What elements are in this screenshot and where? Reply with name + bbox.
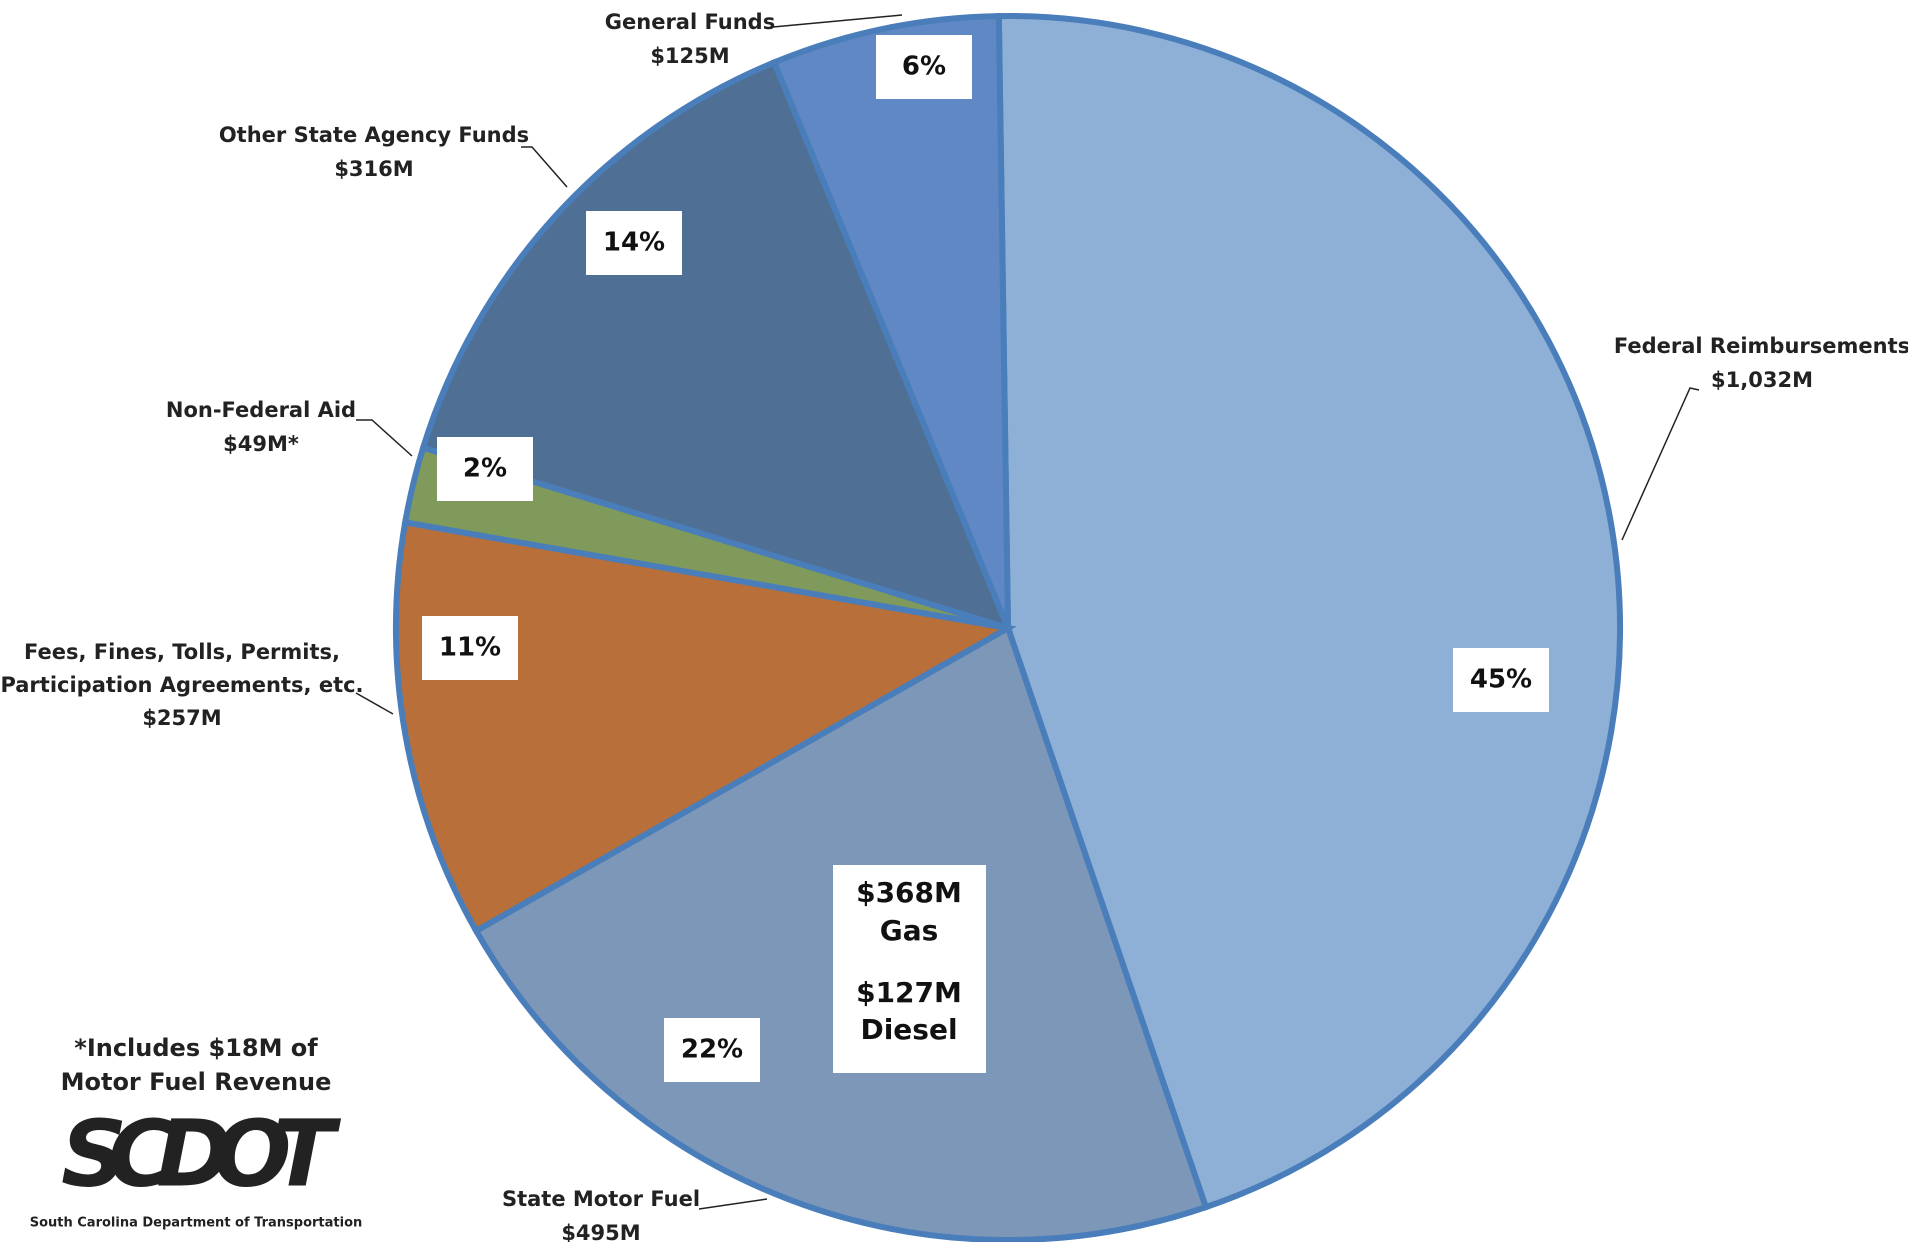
percent-label: 14% xyxy=(603,228,665,258)
category-label: State Motor Fuel xyxy=(502,1187,700,1211)
percent-label: 6% xyxy=(902,52,946,82)
fuel-breakdown: $368M xyxy=(856,876,962,909)
fuel-breakdown: $127M xyxy=(856,976,962,1009)
leader-line xyxy=(355,692,394,715)
percent-box xyxy=(1453,648,1549,712)
category-label: Federal Reimbursements xyxy=(1614,334,1908,358)
amount-label: $49M* xyxy=(223,432,299,456)
category-label: Non-Federal Aid xyxy=(166,398,356,422)
footnote-line: Motor Fuel Revenue xyxy=(61,1068,332,1096)
percent-label: 45% xyxy=(1470,665,1532,695)
percent-box xyxy=(664,1018,760,1082)
percent-box xyxy=(422,616,518,680)
pie-slice xyxy=(995,13,1623,1211)
fuel-breakdown: Diesel xyxy=(860,1013,957,1046)
percent-box xyxy=(586,211,682,275)
fuel-breakdown: Gas xyxy=(880,914,939,947)
category-label-line: Participation Agreements, etc. xyxy=(0,673,363,697)
leader-line xyxy=(698,1198,768,1210)
leader-line xyxy=(521,146,568,188)
pie-slice xyxy=(419,58,1014,633)
category-label-line: Fees, Fines, Tolls, Permits, xyxy=(24,640,340,664)
percent-box xyxy=(876,35,972,99)
logo-subtitle: South Carolina Department of Transportat… xyxy=(30,1216,363,1231)
category-label: Other State Agency Funds xyxy=(219,123,529,147)
footnote: *Includes $18M of Motor Fuel Revenue xyxy=(61,1034,332,1096)
pie-slice xyxy=(770,13,1011,630)
amount-label: $1,032M xyxy=(1711,368,1813,392)
amount-label: $257M xyxy=(142,706,221,730)
footnote-line: *Includes $18M of xyxy=(74,1034,318,1062)
percent-box xyxy=(437,437,533,501)
amount-label: $125M xyxy=(650,44,729,68)
amount-label: $495M xyxy=(561,1221,640,1242)
category-label: Fees, Fines, Tolls, Permits, Participatio… xyxy=(0,640,363,697)
amount-label: $316M xyxy=(334,157,413,181)
percent-label: 11% xyxy=(439,633,501,663)
pie-slice xyxy=(393,518,1017,935)
percent-label: 2% xyxy=(463,454,507,484)
leader-line xyxy=(356,419,413,457)
logo: SCDOT xyxy=(61,1100,341,1207)
category-label: General Funds xyxy=(605,10,775,34)
fuel-box xyxy=(833,865,986,1073)
percent-label: 22% xyxy=(681,1035,743,1065)
leader-line xyxy=(772,14,903,28)
leader-line xyxy=(1621,387,1700,541)
